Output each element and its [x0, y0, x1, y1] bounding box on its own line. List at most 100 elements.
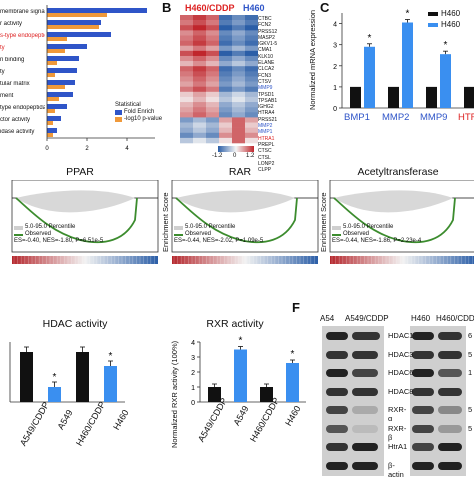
wb-band — [352, 350, 378, 359]
heatmap-cell — [193, 55, 206, 62]
heatmap-cell — [219, 66, 232, 72]
heatmap-cell — [206, 15, 219, 21]
gsea-title: RAR — [228, 166, 252, 178]
legend-label-log: -log10 p-value — [124, 116, 163, 122]
wb-band — [438, 350, 462, 359]
heatmap-cell — [206, 66, 219, 72]
legend-label-observed: Observed — [343, 231, 370, 237]
heatmap-cell — [232, 86, 245, 93]
heatmap-cell — [245, 45, 258, 52]
heatmap-cell — [232, 15, 245, 21]
panel-d-title: HDAC activity — [42, 318, 108, 330]
wb-band — [326, 369, 348, 377]
heatmap-cell — [245, 137, 258, 144]
gene-label: CTSC — [258, 148, 272, 155]
term-label: r activity — [0, 21, 23, 27]
c-x-label: MMP2 — [382, 112, 410, 123]
heatmap-cell — [206, 127, 219, 134]
wb-mw-label: 5 — [468, 349, 473, 359]
heatmap-cell — [206, 20, 219, 26]
heatmap-cell — [206, 117, 219, 123]
heatmap-cell — [180, 40, 193, 47]
heatmap-cell — [232, 137, 245, 144]
heatmap-cell — [206, 137, 219, 144]
wb-band — [412, 350, 434, 359]
heatmap-cell — [232, 132, 245, 139]
wb-blot-left — [322, 363, 384, 383]
wb-band — [438, 443, 462, 451]
heatmap-cell — [180, 35, 193, 41]
c-x-label: HTRA1 — [458, 112, 474, 123]
bar-log-pvalue — [47, 73, 55, 77]
heatmap-cell — [180, 66, 193, 72]
heatmap-cell — [232, 102, 245, 108]
heatmap-cell — [232, 61, 245, 67]
c-significance-star: * — [406, 9, 410, 20]
e-bar — [208, 387, 221, 402]
gsea-legend: 5.0-95.0 Percentile Observed ES=-0.44, NES… — [332, 224, 421, 245]
axis-tick-label: 2 — [85, 146, 89, 152]
c-significance-star: * — [368, 33, 372, 44]
e-y-tick-label: 4 — [191, 340, 195, 347]
wb-band — [326, 443, 348, 451]
heatmap-cell — [206, 112, 219, 118]
gene-label: ELANE — [258, 60, 275, 67]
d-bar — [76, 352, 89, 402]
wb-blot-left — [322, 344, 384, 365]
heatmap-cell — [193, 107, 206, 113]
heatmap-cell — [193, 20, 206, 26]
heatmap-cell — [245, 132, 258, 139]
gene-label: MMP9 — [258, 85, 273, 92]
bar-fold-enrich — [47, 44, 87, 49]
bar-fold-enrich — [47, 56, 79, 61]
term-label: tular matrix — [0, 81, 30, 87]
heatmap-cell — [180, 76, 193, 82]
gsea-rank-bar — [12, 256, 158, 264]
wb-protein-label: HDAC8 — [388, 386, 414, 396]
bar-log-pvalue — [47, 25, 99, 29]
gsea-stats: ES=-0.44, NES=-2.02, P=1.09e-5 — [174, 238, 264, 244]
gsea-observed-curve — [333, 197, 456, 244]
heatmap-cell — [245, 96, 258, 103]
wb-blot-right — [410, 381, 466, 402]
e-bar — [260, 387, 273, 402]
heatmap-cell — [180, 137, 193, 144]
heatmap-cell — [193, 96, 206, 103]
heatmap-cell — [206, 86, 219, 93]
scale-tick-mid: 0 — [233, 153, 237, 159]
gene-label: LONP2 — [258, 160, 275, 167]
gsea-ylabel: Enrichment Score — [319, 192, 328, 252]
heatmap-cell — [232, 96, 245, 103]
heatmap-cell — [232, 55, 245, 62]
wb-band — [438, 369, 462, 377]
heatmap-cell — [193, 40, 206, 47]
wb-blot-left — [322, 326, 384, 346]
bar-fold-enrich — [47, 104, 67, 109]
heatmap — [180, 15, 258, 144]
legend-swatch-log — [115, 117, 122, 122]
heatmap-cell — [206, 107, 219, 113]
heatmap-cell — [180, 81, 193, 87]
heatmap-cell — [232, 25, 245, 31]
gsea-legend-percentile: 5.0-95.0 Percentile — [174, 224, 263, 231]
wb-band — [326, 332, 348, 340]
heatmap-cell — [206, 45, 219, 52]
gene-label: TPSD1 — [258, 91, 275, 98]
e-y-tick-label: 0 — [191, 400, 195, 407]
wb-blot-left — [322, 400, 384, 420]
gene-label: IGKV1-5 — [258, 41, 278, 48]
heatmap-cell — [245, 112, 258, 118]
heatmap-cell — [219, 112, 232, 118]
gsea-title: Acetyltransferase — [357, 166, 439, 178]
gene-label: CTSL — [258, 154, 271, 161]
heatmap-cell — [245, 107, 258, 113]
heatmap-cell — [245, 117, 258, 123]
gsea-stats: ES=-0.40, NES=-1.80, P=6.51e-5 — [14, 238, 104, 244]
wb-band — [326, 406, 348, 414]
panel-a-legend: Statistical Fold Enrich -log10 p-value — [115, 102, 175, 123]
gsea-observed-curve — [15, 197, 138, 244]
gsea-title: PPAR — [66, 166, 94, 178]
heatmap-cell — [193, 71, 206, 77]
e-significance-star: * — [239, 336, 243, 347]
wb-mw-label: 6 — [468, 331, 473, 340]
